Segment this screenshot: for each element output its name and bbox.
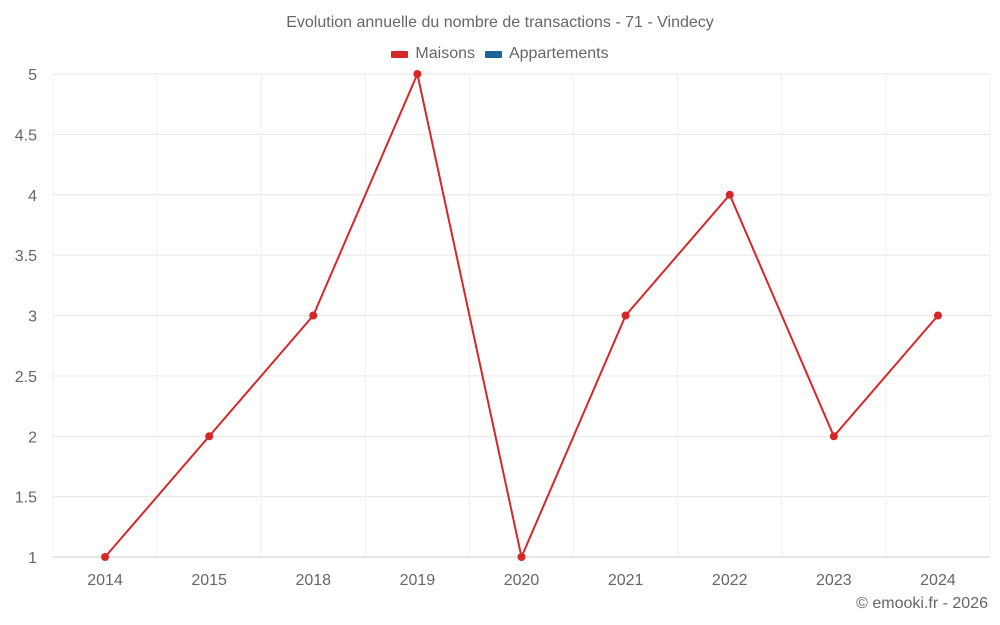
svg-text:2: 2: [28, 429, 37, 446]
svg-text:1: 1: [28, 550, 37, 567]
svg-text:2021: 2021: [608, 572, 644, 589]
svg-text:2014: 2014: [87, 572, 123, 589]
y-axis: 1 1.5 2 2.5 3 3.5 4 4.5 5: [15, 67, 37, 567]
series-maisons: [101, 70, 942, 561]
legend-item-maisons[interactable]: Maisons: [391, 45, 475, 63]
svg-text:5: 5: [28, 67, 37, 84]
svg-text:1.5: 1.5: [15, 490, 37, 507]
svg-text:2019: 2019: [400, 572, 436, 589]
svg-text:4: 4: [28, 188, 37, 205]
chart-title: Evolution annuelle du nombre de transact…: [286, 14, 714, 31]
svg-text:2023: 2023: [816, 572, 852, 589]
legend-label-maisons: Maisons: [415, 45, 475, 62]
svg-text:3.5: 3.5: [15, 248, 37, 265]
x-axis: 2014 2015 2018 2019 2020 2021 2022 2023 2024: [53, 556, 990, 589]
legend-swatch-appartements: [484, 50, 502, 58]
svg-text:2022: 2022: [712, 572, 748, 589]
svg-text:4.5: 4.5: [15, 127, 37, 144]
svg-text:2020: 2020: [504, 572, 540, 589]
grid: [52, 73, 991, 558]
svg-text:2015: 2015: [191, 572, 227, 589]
legend: Maisons Appartements: [0, 45, 1000, 63]
svg-text:2018: 2018: [295, 572, 331, 589]
legend-label-appartements: Appartements: [508, 45, 609, 62]
credit: © emooki.fr - 2026: [856, 595, 988, 612]
svg-text:3: 3: [28, 309, 37, 326]
svg-text:2024: 2024: [920, 572, 956, 589]
legend-item-appartements[interactable]: Appartements: [484, 45, 609, 63]
legend-swatch-maisons: [391, 50, 409, 58]
svg-text:2.5: 2.5: [15, 369, 37, 386]
